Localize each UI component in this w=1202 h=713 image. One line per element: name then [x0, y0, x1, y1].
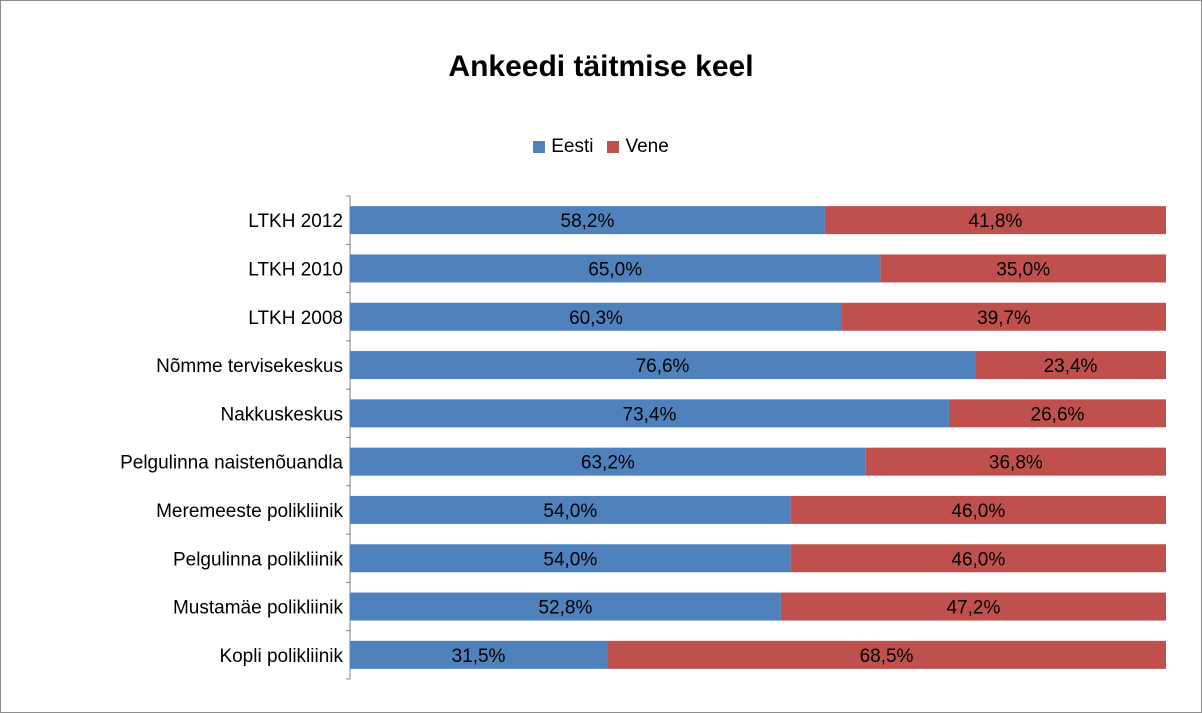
category-label: LTKH 2012	[248, 211, 343, 232]
bar-vene	[780, 592, 1166, 621]
data-label: 76,6%	[636, 356, 690, 377]
legend-label-eesti: Eesti	[551, 136, 594, 157]
data-label: 68,5%	[860, 646, 914, 667]
bar-eesti	[350, 495, 791, 524]
legend-item-eesti: Eesti	[533, 136, 593, 158]
category-label: LTKH 2008	[248, 308, 343, 329]
data-label: 60,3%	[569, 308, 623, 329]
data-label: 63,2%	[581, 453, 635, 474]
data-label: 36,8%	[989, 453, 1043, 474]
data-label: 41,8%	[969, 211, 1023, 232]
bar-vene	[880, 254, 1166, 283]
bar-vene	[824, 206, 1166, 235]
bar-eesti	[350, 399, 949, 428]
bar-vene	[790, 544, 1166, 573]
category-label: Pelgulinna polikliinik	[173, 549, 344, 570]
bar-eesti	[350, 544, 791, 573]
data-label: 39,7%	[977, 308, 1031, 329]
bar-vene	[865, 447, 1166, 476]
bar-vene	[790, 495, 1166, 524]
legend-item-vene: Vene	[607, 136, 669, 158]
data-label: 46,0%	[951, 549, 1005, 570]
data-label: 31,5%	[452, 646, 506, 667]
legend-label-vene: Vene	[625, 136, 669, 157]
category-label: Nakkuskeskus	[221, 404, 344, 425]
bar-eesti	[350, 640, 608, 669]
bar-eesti	[350, 302, 843, 331]
bar-eesti	[350, 447, 866, 476]
data-label: 54,0%	[543, 501, 597, 522]
category-label: Kopli polikliinik	[219, 646, 343, 667]
data-label: 52,8%	[538, 598, 592, 619]
bar-eesti	[350, 592, 781, 621]
chart-legend: Eesti Vene	[0, 136, 1202, 158]
category-label: LTKH 2010	[248, 259, 343, 280]
category-label: Pelgulinna naistenõuandla	[120, 453, 343, 474]
data-label: 47,2%	[946, 598, 1000, 619]
bar-vene	[948, 399, 1166, 428]
data-label: 65,0%	[588, 259, 642, 280]
bar-eesti	[350, 206, 825, 235]
legend-swatch-vene	[607, 141, 620, 153]
data-label: 54,0%	[543, 549, 597, 570]
bar-vene	[975, 351, 1166, 380]
chart-title: Ankeedi täitmise keel	[448, 50, 754, 83]
bar-vene	[842, 302, 1166, 331]
bar-eesti	[350, 351, 976, 380]
data-label: 73,4%	[623, 404, 677, 425]
category-label: Meremeeste polikliinik	[156, 501, 343, 522]
category-label: Nõmme tervisekeskus	[156, 356, 343, 377]
data-label: 35,0%	[996, 259, 1050, 280]
data-label: 23,4%	[1044, 356, 1098, 377]
category-label: Mustamäe polikliinik	[173, 598, 344, 619]
data-label: 58,2%	[561, 211, 615, 232]
bar-vene	[607, 640, 1166, 669]
data-label: 26,6%	[1031, 404, 1085, 425]
bar-eesti	[350, 254, 881, 283]
data-label: 46,0%	[951, 501, 1005, 522]
legend-swatch-eesti	[533, 141, 546, 153]
